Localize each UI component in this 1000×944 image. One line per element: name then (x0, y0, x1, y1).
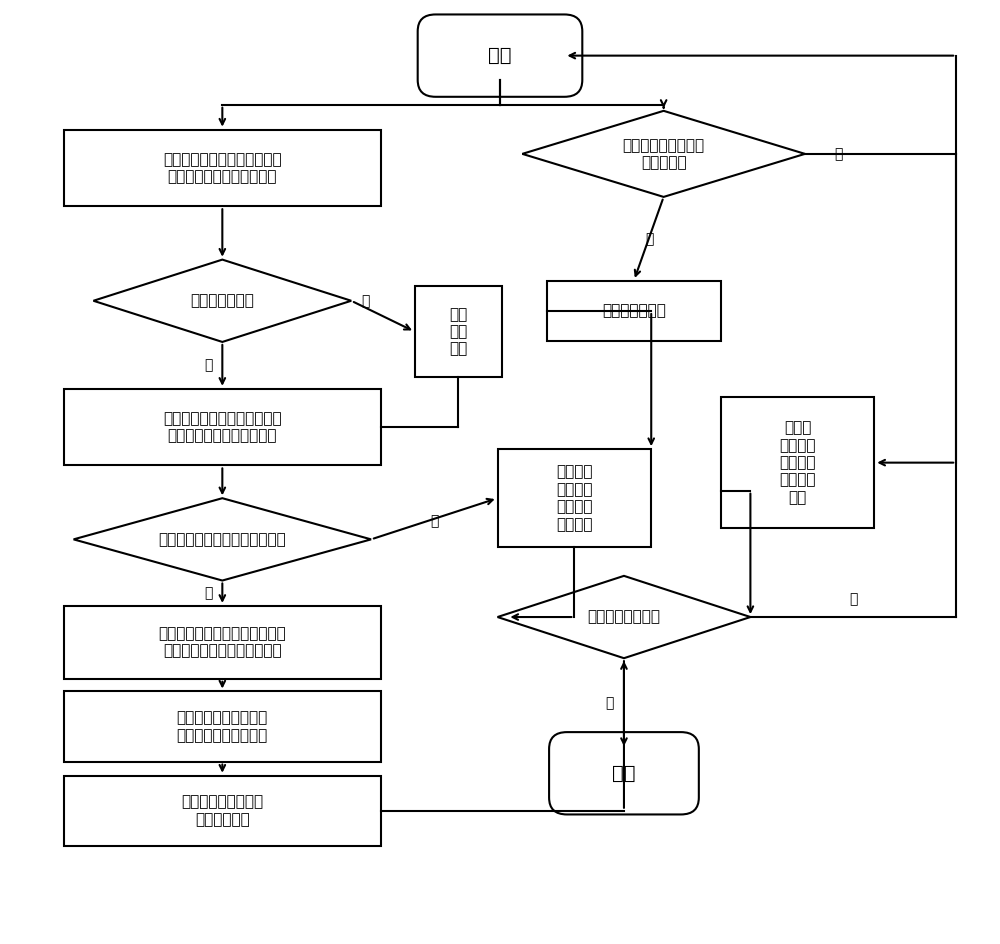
Polygon shape (93, 260, 351, 342)
Text: 逆运动学求解，并积
分得关节角度: 逆运动学求解，并积 分得关节角度 (181, 795, 263, 827)
Text: 是: 是 (606, 697, 614, 711)
Polygon shape (522, 110, 805, 197)
Text: 启动避障策略并根据实时最小距
离确定是否启动增强避障策略: 启动避障策略并根据实时最小距 离确定是否启动增强避障策略 (158, 626, 286, 659)
Polygon shape (74, 498, 371, 581)
Text: 计算机器人雅可比矩阵
及碰撞点处雅可比矩阵: 计算机器人雅可比矩阵 及碰撞点处雅可比矩阵 (177, 710, 268, 743)
Bar (64, 691, 381, 762)
Bar (64, 606, 381, 679)
Text: 结束: 结束 (612, 764, 636, 783)
Text: 建立杆件坐标系，并将障碍物
坐标投影至各杆件坐标系中: 建立杆件坐标系，并将障碍物 坐标投影至各杆件坐标系中 (163, 152, 282, 184)
Bar (64, 129, 381, 207)
Polygon shape (498, 576, 750, 658)
Text: 实时最小距离是否处于安全距离: 实时最小距离是否处于安全距离 (158, 531, 286, 547)
Text: 否: 否 (204, 359, 212, 372)
Text: 启动避奇异策略: 启动避奇异策略 (602, 304, 666, 318)
Bar (498, 449, 651, 548)
Text: 不启动
避奇异策
略，继续
执行末端
轨迹: 不启动 避奇异策 略，继续 执行末端 轨迹 (779, 420, 816, 505)
FancyBboxPatch shape (549, 733, 699, 815)
Text: 否: 否 (430, 514, 438, 528)
Bar (64, 389, 381, 465)
Text: 否: 否 (849, 592, 857, 606)
Text: 不启动避
障策略，
继续执行
末端轨迹: 不启动避 障策略， 继续执行 末端轨迹 (556, 464, 593, 531)
Text: 开始: 开始 (488, 46, 512, 65)
Text: 是否为安全杆件: 是否为安全杆件 (190, 294, 254, 309)
Text: 是: 是 (361, 294, 370, 308)
Text: 删除
安全
杆件: 删除 安全 杆件 (449, 307, 467, 357)
Bar (64, 776, 381, 846)
Bar (721, 397, 874, 528)
Text: 是: 是 (645, 232, 654, 245)
Text: 最小奇异值是否低于
奇异值下限: 最小奇异值是否低于 奇异值下限 (623, 138, 705, 170)
Bar (415, 286, 502, 378)
Text: 是: 是 (204, 586, 212, 600)
Text: 否: 否 (835, 147, 843, 160)
FancyBboxPatch shape (418, 14, 582, 97)
Text: 求出杆件和障碍物的实时最小
距离及碰杆件上标志点坐标: 求出杆件和障碍物的实时最小 距离及碰杆件上标志点坐标 (163, 411, 282, 444)
Bar (547, 280, 721, 342)
Text: 末端是否到达终点: 末端是否到达终点 (587, 610, 660, 625)
